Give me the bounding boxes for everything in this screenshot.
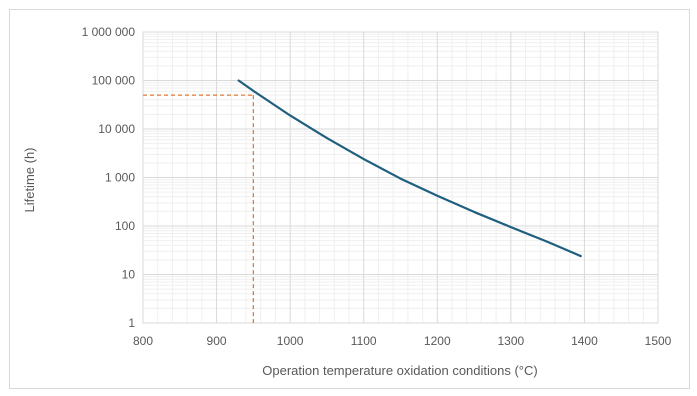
x-tick-label: 1000 — [277, 334, 304, 348]
y-tick-label: 100 000 — [92, 74, 136, 88]
y-tick-label: 1 — [128, 316, 135, 330]
x-tick-label: 1500 — [645, 334, 672, 348]
y-tick-label: 1 000 000 — [82, 25, 136, 39]
y-tick-label: 10 — [122, 268, 136, 282]
x-tick-label: 1300 — [498, 334, 525, 348]
series-group — [237, 79, 582, 258]
x-tick-label: 1200 — [424, 334, 451, 348]
x-tick-label: 900 — [207, 334, 227, 348]
reference-lines — [143, 94, 255, 323]
x-tick-label: 800 — [133, 334, 153, 348]
series-line-lifetime — [237, 79, 582, 258]
x-tick-label: 1100 — [351, 334, 377, 348]
y-tick-label: 10 000 — [98, 122, 135, 136]
y-tick-label: 100 — [115, 219, 135, 233]
chart-frame: 800 900 1000 1100 1200 1300 1400 1500 1 10 100 1 0… — [9, 9, 690, 389]
x-tick-label: 1400 — [571, 334, 598, 348]
y-tick-label: 1 000 — [105, 171, 135, 185]
y-axis-ticks: 1 10 100 1 000 10 000 100 000 1 000 000 — [82, 25, 136, 330]
plot-area-border — [142, 31, 659, 324]
lifetime-chart: 800 900 1000 1100 1200 1300 1400 1500 1 10 100 1 0… — [22, 25, 672, 378]
y-axis-title: Lifetime (h) — [22, 147, 37, 212]
x-axis-ticks: 800 900 1000 1100 1200 1300 1400 1500 — [133, 334, 672, 348]
x-axis-title: Operation temperature oxidation conditio… — [262, 363, 537, 378]
